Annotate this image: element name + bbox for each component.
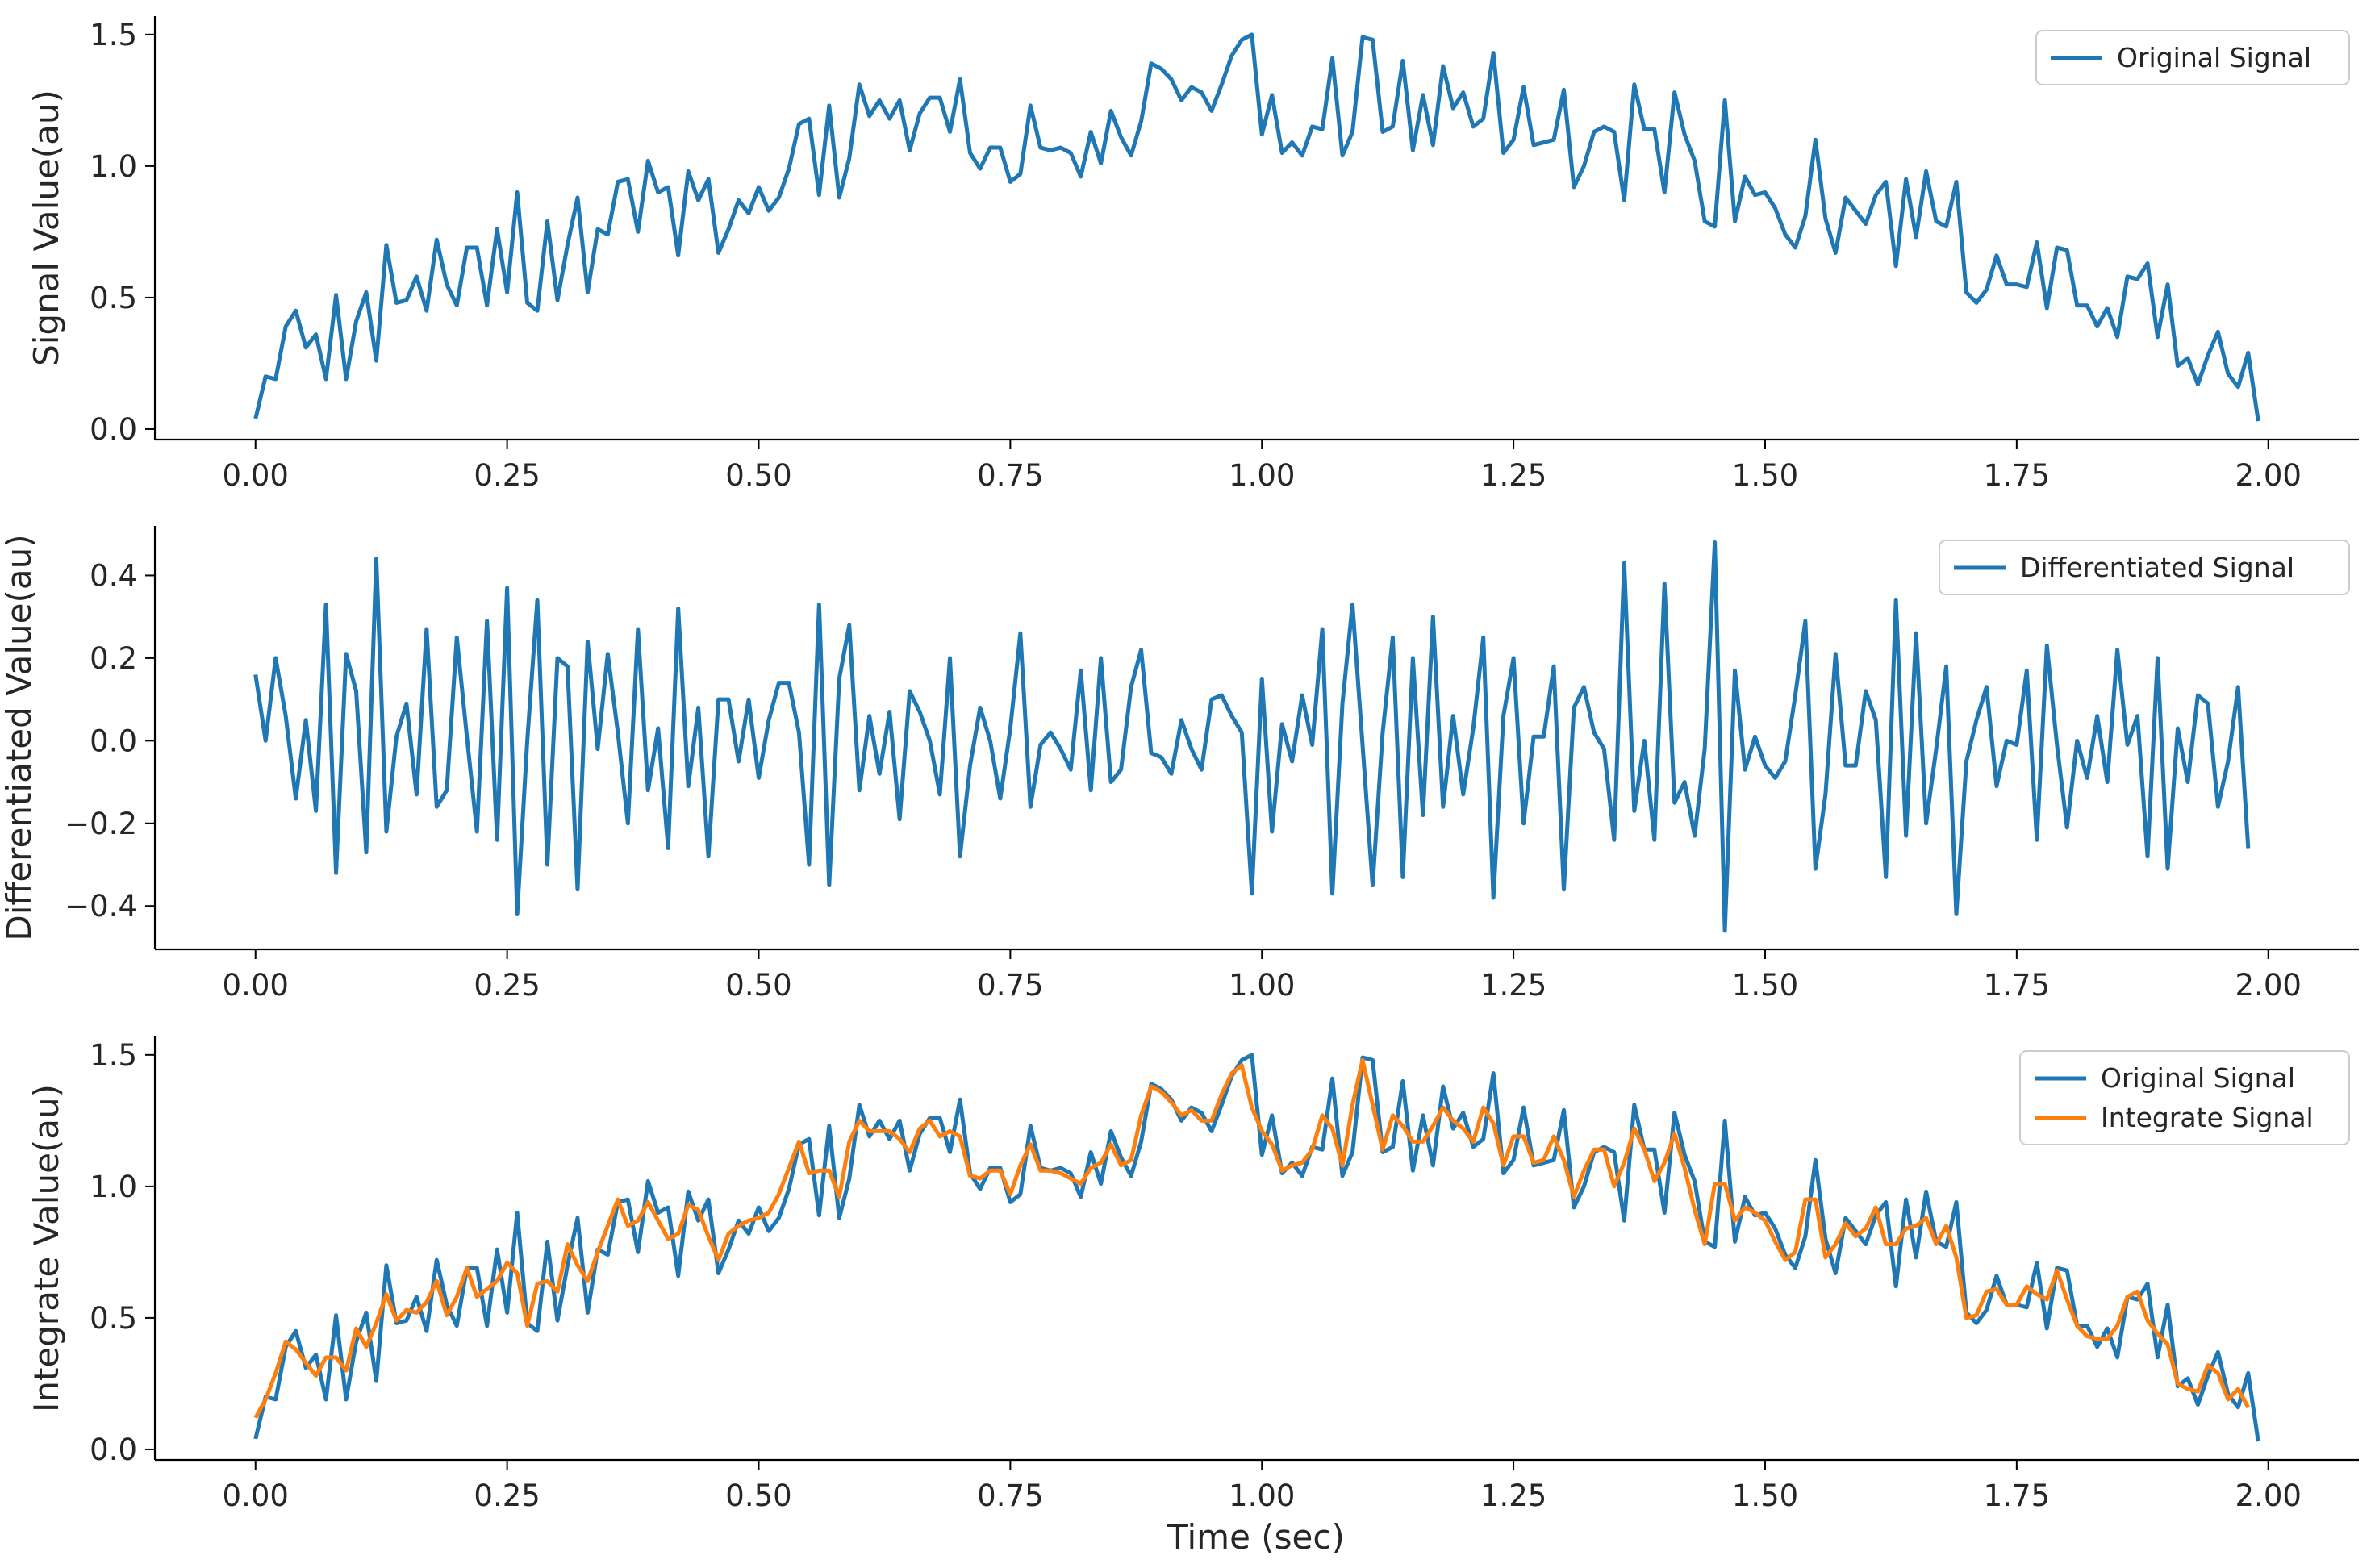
x-tick-label: 1.50: [1732, 458, 1798, 493]
x-tick-label: 0.00: [223, 1478, 289, 1513]
series-line-original-signal: [253, 32, 2260, 422]
legend-label: Original Signal: [2117, 42, 2311, 73]
x-tick-label: 0.00: [223, 968, 289, 1003]
x-tick-label: 0.25: [474, 968, 540, 1003]
x-tick-label: 2.00: [2235, 968, 2302, 1003]
x-tick-label: 1.00: [1229, 1478, 1295, 1513]
x-tick-label: 1.25: [1480, 458, 1546, 493]
legend-label: Original Signal: [2101, 1062, 2295, 1094]
x-tick-label: 1.50: [1732, 968, 1798, 1003]
series-line-original-signal: [253, 1053, 2260, 1442]
legend-label: Differentiated Signal: [2020, 552, 2294, 583]
y-tick-label: 0.2: [90, 641, 137, 676]
x-tick-label: 0.75: [977, 458, 1043, 493]
x-tick-label: 1.75: [1984, 458, 2050, 493]
x-tick-label: 1.00: [1229, 968, 1295, 1003]
legend-box: [2019, 1050, 2350, 1145]
x-tick-label: 1.75: [1984, 1478, 2050, 1513]
x-tick-label: 0.50: [725, 458, 791, 493]
legend-box: [2035, 30, 2350, 85]
legend: Differentiated Signal: [1939, 540, 2350, 595]
y-tick-label: 0.5: [90, 1301, 137, 1336]
x-tick-label: 2.00: [2235, 1478, 2302, 1513]
y-tick-label: 0.4: [90, 558, 137, 593]
x-axis-label: Time (sec): [1167, 1517, 1345, 1557]
y-axis-label: Differentiated Value(au): [0, 534, 39, 940]
series-line-integrate-signal: [253, 1057, 2250, 1420]
x-tick-label: 1.25: [1480, 1478, 1546, 1513]
y-axis-label: Signal Value(au): [27, 90, 66, 366]
y-tick-label: 0.0: [90, 1432, 137, 1467]
x-tick-label: 1.75: [1984, 968, 2050, 1003]
y-tick-label: 0.0: [90, 412, 137, 447]
legend: Original Signal: [2035, 30, 2350, 85]
x-tick-label: 1.50: [1732, 1478, 1798, 1513]
x-tick-label: 0.25: [474, 458, 540, 493]
x-tick-label: 0.00: [223, 458, 289, 493]
differentiated-subplot: 0.00 0.25 0.50 0.75 1.00 1.25 1.50 1.75 2.00 −0.4…: [0, 526, 2359, 1003]
x-tick-label: 0.75: [977, 968, 1043, 1003]
legend: Original Signal Integrate Signal: [2019, 1050, 2350, 1145]
y-tick-label: 1.0: [90, 149, 137, 184]
y-tick-label: 0.5: [90, 281, 137, 315]
signal-subplot: 0.00 0.25 0.50 0.75 1.00 1.25 1.50 1.75 2.00 0.0 0…: [27, 16, 2359, 493]
y-tick-label: −0.2: [65, 807, 137, 841]
y-tick-label: 1.5: [90, 18, 137, 52]
y-tick-label: 1.0: [90, 1170, 137, 1204]
y-tick-label: 1.5: [90, 1038, 137, 1073]
x-tick-label: 0.75: [977, 1478, 1043, 1513]
x-tick-label: 1.25: [1480, 968, 1546, 1003]
x-tick-label: 1.00: [1229, 458, 1295, 493]
x-tick-label: 0.25: [474, 1478, 540, 1513]
legend-label: Integrate Signal: [2101, 1102, 2314, 1133]
y-tick-label: −0.4: [65, 889, 137, 924]
x-tick-label: 0.50: [725, 1478, 791, 1513]
x-tick-label: 2.00: [2235, 458, 2302, 493]
x-tick-label: 0.50: [725, 968, 791, 1003]
integrate-subplot: 0.00 0.25 0.50 0.75 1.00 1.25 1.50 1.75 2.00 0.0 0…: [27, 1036, 2359, 1557]
legend-box: [1939, 540, 2350, 595]
y-axis-label: Integrate Value(au): [27, 1084, 66, 1412]
y-tick-label: 0.0: [90, 724, 137, 758]
series-line-differentiated-signal: [253, 540, 2251, 933]
